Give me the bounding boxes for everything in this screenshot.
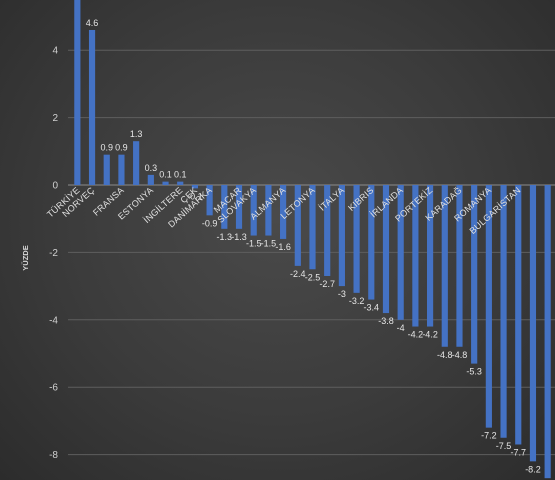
bar [206,185,213,216]
data-label: -1.5 [261,239,277,249]
bar [456,185,463,347]
bar [191,185,199,189]
bar [397,185,404,320]
bar [103,154,110,185]
bar [88,29,96,186]
bar [471,185,478,364]
bar [441,185,448,347]
bar [147,174,154,185]
data-label: -4.2 [408,330,424,340]
y-tick-label: 4 [52,46,58,57]
data-label: 0.1 [174,170,187,180]
bar [426,185,434,327]
bar [235,185,243,229]
data-label: -0.1 [187,191,203,201]
data-label: 0.3 [145,163,158,173]
data-label: -1.3 [231,232,247,242]
y-tick-label: 0 [52,181,58,192]
bar [529,185,537,462]
data-label: 0.1 [159,170,172,180]
data-label: -3 [338,289,346,299]
data-label: -2.5 [305,272,321,282]
y-tick-label: -4 [49,315,58,326]
data-label: -4 [397,323,405,333]
y-tick-label: -6 [49,383,58,394]
data-label: 1.3 [130,129,143,139]
y-axis-label: YÜZDE [21,245,30,270]
data-labels: 4.60.9 0.91.30.30.1 0.1-0.1-0.9-1.3 -1.3-1.… [86,18,541,474]
data-label: -3.4 [364,303,380,313]
bar [74,0,81,186]
bar [162,181,169,185]
bar [500,185,507,438]
y-tick-label: -2 [49,248,58,259]
bar [133,141,140,185]
bar [544,185,551,479]
bar [265,185,272,236]
data-label: -1.6 [275,242,291,252]
bar [485,185,492,428]
data-label: -7.5 [496,441,512,451]
bar [515,185,522,445]
y-tick-label: -8 [49,450,58,461]
data-label: -7.7 [510,447,526,457]
bar [280,185,287,239]
data-label: -0.9 [202,218,218,228]
bar [353,185,360,293]
bar [412,185,419,327]
data-label: -4.2 [422,330,438,340]
bar [309,185,316,270]
data-label: -2.7 [319,279,335,289]
bar [324,185,331,276]
y-axis: 4 2 0 -2 -4 -6 -8 [49,46,58,461]
bar [368,185,375,300]
y-tick-label: 2 [52,113,58,124]
data-label: 0.9 [100,143,113,153]
bar [177,181,184,185]
data-label: -7.2 [481,431,497,441]
data-label: -1.5 [246,239,262,249]
data-label: -2.4 [290,269,306,279]
bar [382,185,390,314]
data-label: -4.8 [437,350,453,360]
data-label: -8.2 [525,464,541,474]
data-label: -1.3 [217,232,233,242]
bar [294,185,301,266]
data-label: -5.3 [466,367,482,377]
bar [221,185,228,229]
bars [74,0,551,479]
bar [250,185,257,236]
data-label: 0.9 [115,143,128,153]
data-label: 4.6 [86,18,99,28]
data-label: -3.8 [378,316,394,326]
bar [338,185,345,287]
data-label: -3.2 [349,296,365,306]
data-label: -4.8 [452,350,468,360]
bar [118,154,125,185]
